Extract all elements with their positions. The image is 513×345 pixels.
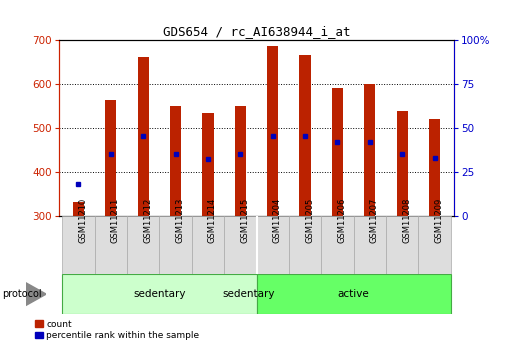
Bar (127, 216, 160, 274)
Text: sedentary: sedentary (133, 289, 186, 299)
Text: sedentary: sedentary (222, 289, 274, 299)
Bar (234, 106, 246, 216)
Text: GSM11213: GSM11213 (175, 198, 185, 243)
Bar (364, 84, 376, 216)
Text: GSM11207: GSM11207 (370, 198, 379, 243)
Bar (429, 119, 440, 216)
Bar (170, 106, 181, 216)
Bar (397, 111, 408, 216)
Text: GSM11210: GSM11210 (78, 198, 87, 243)
Text: GSM11212: GSM11212 (143, 198, 152, 243)
Bar (256, 274, 451, 314)
Bar (386, 216, 419, 274)
Text: GSM11211: GSM11211 (111, 198, 120, 243)
Text: GSM11206: GSM11206 (338, 198, 346, 243)
Bar (73, 203, 84, 216)
Text: GSM11208: GSM11208 (402, 198, 411, 243)
Bar (353, 216, 386, 274)
Text: protocol: protocol (3, 289, 42, 299)
Bar (94, 216, 127, 274)
Bar (256, 216, 289, 274)
Bar (105, 100, 116, 216)
Bar (62, 274, 256, 314)
Text: GSM11215: GSM11215 (240, 198, 249, 243)
Text: active: active (338, 289, 369, 299)
Bar (289, 216, 321, 274)
Text: GSM11204: GSM11204 (273, 198, 282, 243)
Bar (419, 216, 451, 274)
Bar (202, 113, 213, 216)
Text: GSM11214: GSM11214 (208, 198, 217, 243)
Bar (332, 88, 343, 216)
Bar (160, 216, 192, 274)
Legend: count, percentile rank within the sample: count, percentile rank within the sample (35, 320, 199, 341)
Bar (300, 55, 311, 216)
Text: GSM11205: GSM11205 (305, 198, 314, 243)
Bar (62, 216, 94, 274)
Bar (137, 57, 149, 216)
Bar (321, 216, 353, 274)
Title: GDS654 / rc_AI638944_i_at: GDS654 / rc_AI638944_i_at (163, 26, 350, 39)
Polygon shape (26, 283, 46, 306)
Text: GSM11209: GSM11209 (435, 198, 444, 243)
Bar (267, 46, 279, 216)
Bar (192, 216, 224, 274)
Bar (224, 216, 256, 274)
